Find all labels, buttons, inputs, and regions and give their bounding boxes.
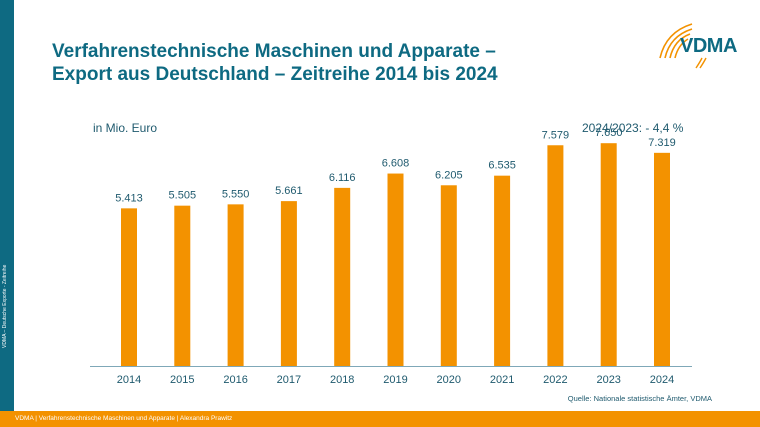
x-tick-2016: 2016 <box>223 374 247 386</box>
title-line-2: Export aus Deutschland – Zeitreihe 2014 … <box>52 64 498 85</box>
x-tick-2024: 2024 <box>650 374 674 386</box>
change-annotation: 2024/2023: - 4,4 % <box>582 121 684 135</box>
x-tick-2019: 2019 <box>383 374 407 386</box>
x-tick-2021: 2021 <box>490 374 514 386</box>
footer-bar: VDMA | Verfahrenstechnische Maschinen un… <box>0 411 760 427</box>
title-line-1: Verfahrenstechnische Maschinen und Appar… <box>52 41 496 62</box>
bar-2021 <box>494 175 511 366</box>
bar-2014 <box>121 208 137 366</box>
bar-2015 <box>174 205 191 366</box>
bar-2019 <box>387 173 404 366</box>
value-label-2022: 7.579 <box>542 129 570 141</box>
bar-2022 <box>547 145 564 366</box>
value-label-2017: 5.661 <box>275 185 303 197</box>
x-tick-labels-group: 2014 2015 2016 2017 2018 2019 2020 2021 2022 2023… <box>117 374 674 386</box>
value-labels-group: 5.413 5.505 5.550 5.661 6.116 6.608 6.205 6.535… <box>115 127 676 204</box>
y-unit-label: in Mio. Euro <box>93 121 158 135</box>
vdma-logo: VDMA <box>652 18 752 70</box>
x-tick-2017: 2017 <box>277 374 301 386</box>
slide-title: Verfahrenstechnische Maschinen und Appar… <box>52 40 498 86</box>
value-label-2020: 6.205 <box>435 169 463 181</box>
bar-2020 <box>440 185 457 366</box>
sidebar-stripe <box>0 0 14 411</box>
value-label-2015: 5.505 <box>169 190 197 202</box>
x-tick-2018: 2018 <box>330 374 354 386</box>
x-tick-2023: 2023 <box>596 374 620 386</box>
x-tick-2022: 2022 <box>543 374 567 386</box>
logo-arcs-icon <box>659 23 707 69</box>
value-label-2023: 7.650 <box>595 127 623 139</box>
value-label-2018: 6.116 <box>329 172 356 184</box>
bar-2024 <box>654 152 670 366</box>
bar-2018 <box>334 187 351 366</box>
bar-2016 <box>227 204 244 366</box>
bar-2017 <box>280 201 297 366</box>
value-label-2019: 6.608 <box>382 158 410 170</box>
value-label-2021: 6.535 <box>488 160 516 172</box>
value-label-2016: 5.550 <box>222 188 250 200</box>
value-label-2024: 7.319 <box>648 137 676 149</box>
logo-text: VDMA <box>680 35 737 57</box>
x-tick-2020: 2020 <box>437 374 461 386</box>
x-tick-2014: 2014 <box>117 374 141 386</box>
value-label-2014: 5.413 <box>115 192 143 204</box>
source-note: Quelle: Nationale statistische Ämter, VD… <box>567 394 712 403</box>
bar-2023 <box>600 143 617 366</box>
footer-text: VDMA | Verfahrenstechnische Maschinen un… <box>15 415 233 422</box>
x-tick-2015: 2015 <box>170 374 194 386</box>
bars-group <box>121 143 670 366</box>
